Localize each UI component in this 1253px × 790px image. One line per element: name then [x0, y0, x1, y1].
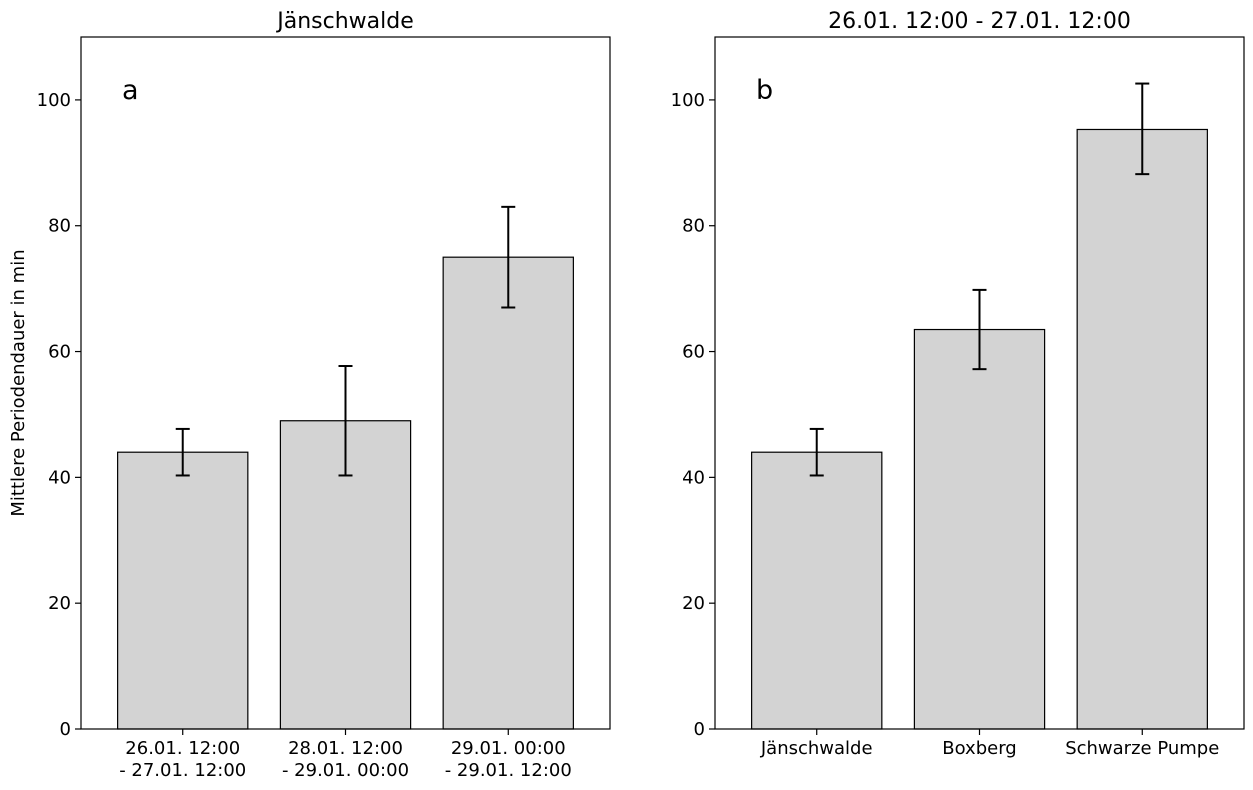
x-tick-label: Schwarze Pumpe — [1065, 738, 1219, 759]
y-tick-label: 40 — [682, 467, 705, 488]
y-tick-label: 60 — [682, 342, 705, 363]
y-tick-label: 60 — [48, 342, 71, 363]
x-tick-label: 28.01. 12:00- 29.01. 00:00 — [282, 738, 409, 781]
y-tick-label: 80 — [48, 216, 71, 237]
x-tick-label: 26.01. 12:00- 27.01. 12:00 — [119, 738, 246, 781]
x-tick-label: Jänschwalde — [760, 738, 873, 759]
y-tick-label: 20 — [48, 593, 71, 614]
y-tick-label: 0 — [694, 719, 705, 740]
y-tick-label: 100 — [37, 90, 71, 111]
error-bar — [175, 427, 190, 477]
y-axis-label: Mittlere Periodendauer in min — [8, 249, 29, 516]
bar — [751, 451, 883, 730]
panel-label: b — [756, 75, 773, 106]
error-bar — [809, 427, 824, 477]
panel-label: a — [122, 75, 139, 106]
chart-panel-b: 0 20 40 60 80 100 Jänschwalde Boxberg Schwarze P… — [671, 9, 1245, 759]
chart-panel-a: 0 20 40 60 80 100 26.01. 12:00- 27.01. 12:00 28… — [8, 9, 611, 781]
chart-title: Jänschwalde — [275, 9, 414, 34]
chart-title: 26.01. 12:00 - 27.01. 12:00 — [828, 9, 1131, 34]
x-tick-label: 29.01. 00:00- 29.01. 12:00 — [445, 738, 572, 781]
bar — [1076, 128, 1208, 730]
y-tick-label: 100 — [671, 90, 705, 111]
x-tick-label: Boxberg — [942, 738, 1016, 759]
bar — [117, 451, 249, 730]
error-bar — [1135, 82, 1150, 176]
error-bar — [972, 288, 987, 371]
y-tick-label: 0 — [60, 719, 71, 740]
y-tick-label: 80 — [682, 216, 705, 237]
bar — [913, 328, 1046, 730]
y-tick-label: 40 — [48, 467, 71, 488]
bar — [442, 256, 574, 730]
y-tick-label: 20 — [682, 593, 705, 614]
error-bar — [338, 365, 353, 477]
error-bar — [501, 205, 516, 309]
